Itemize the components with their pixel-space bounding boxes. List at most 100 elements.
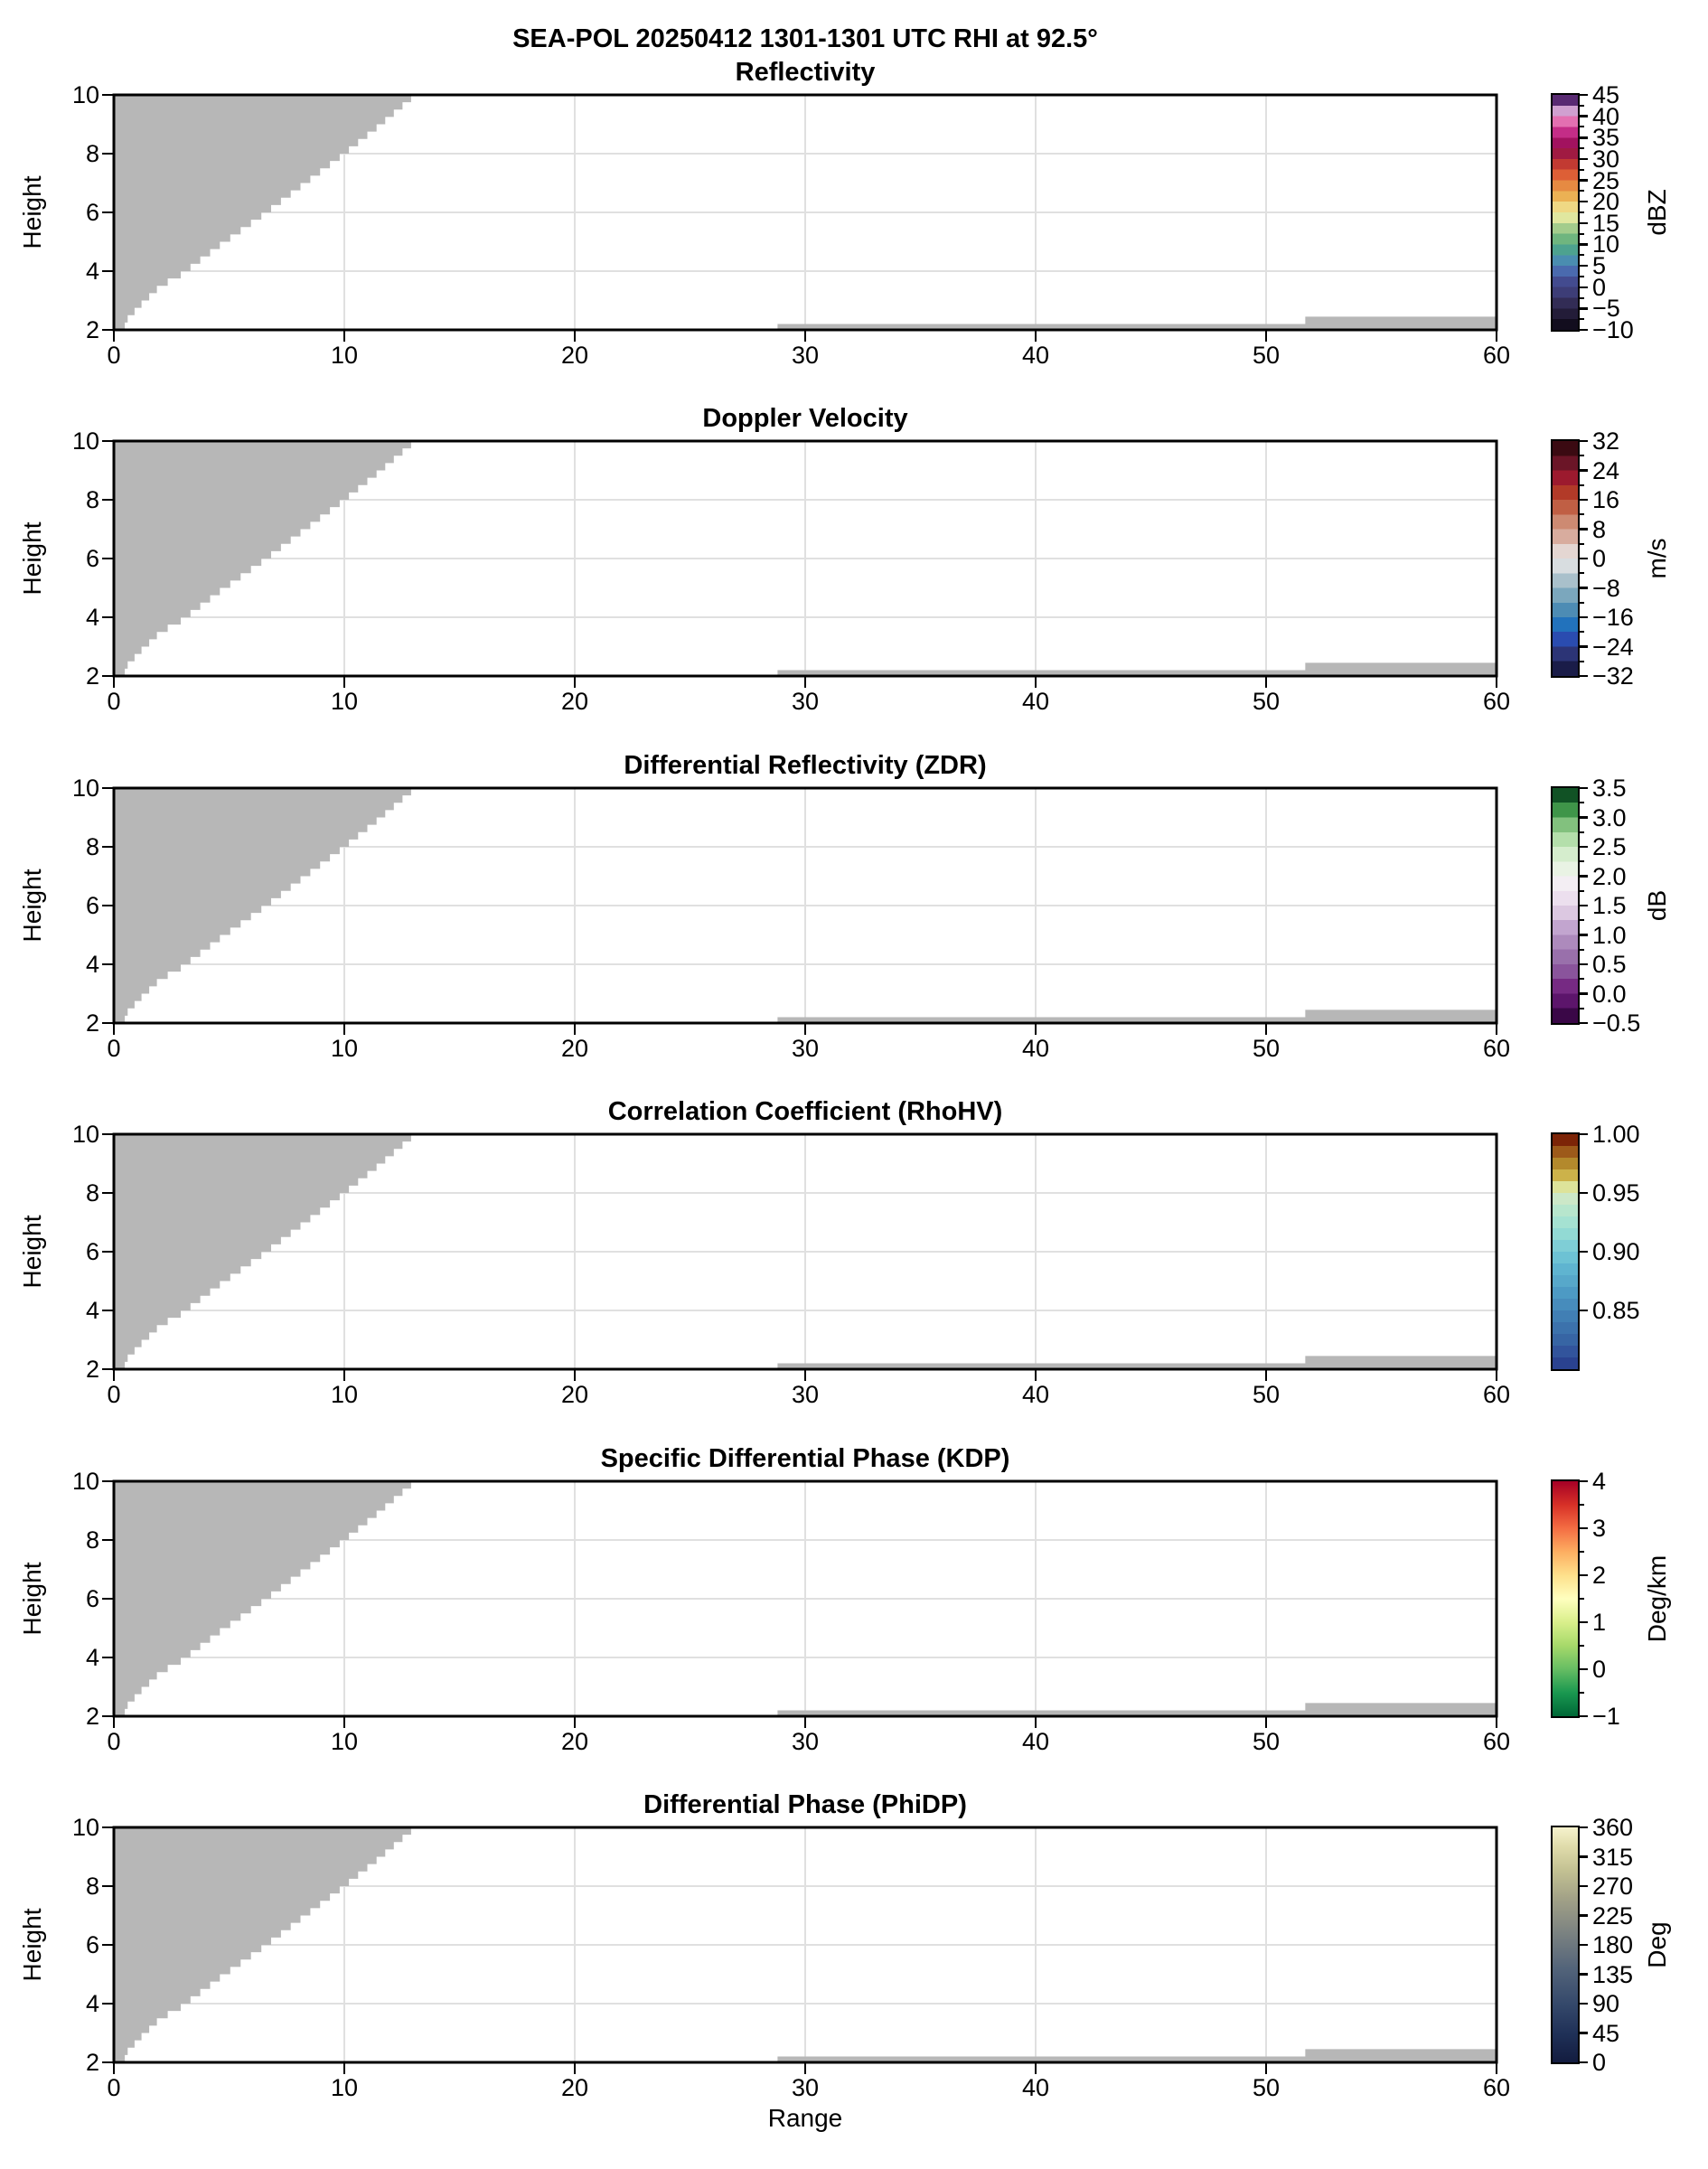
bottom-echo-strip — [777, 662, 1497, 676]
colorbar-tick-label: 2.5 — [1592, 833, 1627, 860]
colorbar-tick — [1578, 992, 1588, 995]
colorbar-tick-label: 135 — [1592, 1960, 1634, 1988]
colorbar-tick — [1578, 328, 1588, 332]
x-tick — [1495, 677, 1498, 688]
colorbar-tick-label: 45 — [1592, 2019, 1620, 2047]
plot-area — [112, 1826, 1498, 2064]
colorbar-tick-label: 1.00 — [1592, 1121, 1640, 1148]
x-tick — [112, 331, 116, 342]
colorbar-tick — [1578, 179, 1588, 182]
colorbar-minor-tick — [1578, 631, 1584, 634]
colorbar-tick-label: 0.5 — [1592, 951, 1627, 978]
colorbar-tick — [1578, 1973, 1588, 1976]
colorbar-tick-label: 3.5 — [1592, 775, 1627, 802]
x-tick — [1264, 2063, 1268, 2074]
colorbar-minor-tick — [1578, 211, 1584, 213]
colorbar-tick-label: −24 — [1592, 633, 1634, 661]
x-tick-label: 40 — [1021, 688, 1050, 715]
plot-area — [112, 786, 1498, 1025]
colorbar-minor-tick — [1578, 601, 1584, 604]
colorbar-tick — [1578, 1573, 1588, 1577]
colorbar-tick-label: 15 — [1592, 209, 1620, 237]
y-tick — [102, 2061, 113, 2064]
x-tick-label: 60 — [1482, 1728, 1511, 1755]
colorbar-tick-label: 270 — [1592, 1873, 1634, 1900]
y-tick — [102, 1826, 113, 1829]
bottom-echo-strip — [777, 1009, 1497, 1023]
colorbar-minor-tick — [1578, 275, 1584, 277]
colorbar-minor-tick — [1578, 542, 1584, 545]
colorbar-minor-tick — [1578, 254, 1584, 257]
colorbar-tick — [1578, 307, 1588, 310]
colorbar-tick — [1578, 93, 1588, 97]
colorbar-tick — [1578, 962, 1588, 966]
colorbar-tick-label: 20 — [1592, 188, 1620, 216]
colorbar-tick — [1578, 1826, 1588, 1829]
colorbar-minor-tick — [1578, 660, 1584, 662]
colorbar — [1551, 1826, 1580, 2064]
x-tick-label: 50 — [1252, 1728, 1281, 1755]
x-tick-label: 10 — [330, 1381, 359, 1408]
colorbar-tick-label: 8 — [1592, 515, 1607, 543]
x-tick — [1034, 331, 1037, 342]
x-tick — [573, 2063, 577, 2074]
x-tick — [1264, 1717, 1268, 1728]
colorbar-tick-label: 1 — [1592, 1609, 1607, 1636]
y-tick — [102, 1191, 113, 1195]
y-tick-label: 4 — [85, 1297, 99, 1324]
colorbar-tick-label: 3.0 — [1592, 803, 1627, 831]
colorbar-tick — [1578, 1714, 1588, 1718]
colorbar-minor-tick — [1578, 860, 1584, 863]
x-tick — [112, 1024, 116, 1035]
x-tick-label: 10 — [330, 1035, 359, 1062]
colorbar-tick — [1578, 587, 1588, 589]
colorbar-minor-tick — [1578, 190, 1584, 192]
colorbar-tick-label: 30 — [1592, 145, 1620, 173]
x-tick-label: 0 — [107, 1728, 121, 1755]
colorbar-minor-tick — [1578, 1598, 1584, 1600]
y-tick — [102, 962, 113, 966]
y-tick-label: 10 — [71, 427, 99, 455]
axes-border — [112, 1479, 1498, 1718]
x-tick-label: 0 — [107, 1035, 121, 1062]
y-tick — [102, 1250, 113, 1254]
colorbar-minor-tick — [1578, 232, 1584, 235]
colorbar-tick-label: −16 — [1592, 604, 1634, 631]
colorbar — [1551, 1132, 1580, 1371]
x-tick-label: 10 — [330, 2074, 359, 2101]
x-tick — [1264, 677, 1268, 688]
colorbar-tick-label: 315 — [1592, 1843, 1634, 1871]
panel-title: Specific Differential Phase (KDP) — [600, 1444, 1010, 1473]
y-tick-label: 10 — [71, 1814, 99, 1841]
x-tick — [1034, 2063, 1037, 2074]
colorbar-tick-label: −5 — [1592, 295, 1620, 323]
colorbar-minor-tick — [1578, 1551, 1584, 1553]
colorbar-tick — [1578, 845, 1588, 849]
colorbar-tick — [1578, 816, 1588, 819]
colorbar-minor-tick — [1578, 889, 1584, 892]
colorbar — [1551, 93, 1580, 332]
colorbar-tick — [1578, 1884, 1588, 1888]
colorbar-tick — [1578, 157, 1588, 161]
x-tick — [573, 677, 577, 688]
x-tick-label: 30 — [791, 342, 820, 369]
x-tick — [343, 1024, 346, 1035]
x-tick-label: 0 — [107, 342, 121, 369]
x-tick — [112, 2063, 116, 2074]
y-tick-label: 2 — [85, 1009, 99, 1037]
x-tick — [1034, 1024, 1037, 1035]
colorbar-tick — [1578, 615, 1588, 619]
colorbar-tick — [1578, 221, 1588, 225]
bottom-echo-strip — [777, 316, 1497, 330]
colorbar-tick-label: 0 — [1592, 545, 1607, 572]
colorbar-tick-label: 3 — [1592, 1515, 1607, 1542]
x-tick-label: 30 — [791, 1728, 820, 1755]
colorbar-minor-tick — [1578, 484, 1584, 486]
colorbar-minor-tick — [1578, 1645, 1584, 1647]
x-tick-label: 0 — [107, 2074, 121, 2101]
x-tick — [343, 1370, 346, 1381]
no-data-wedge — [114, 1134, 411, 1369]
colorbar-minor-tick — [1578, 1692, 1584, 1694]
colorbar-minor-tick — [1578, 296, 1584, 299]
